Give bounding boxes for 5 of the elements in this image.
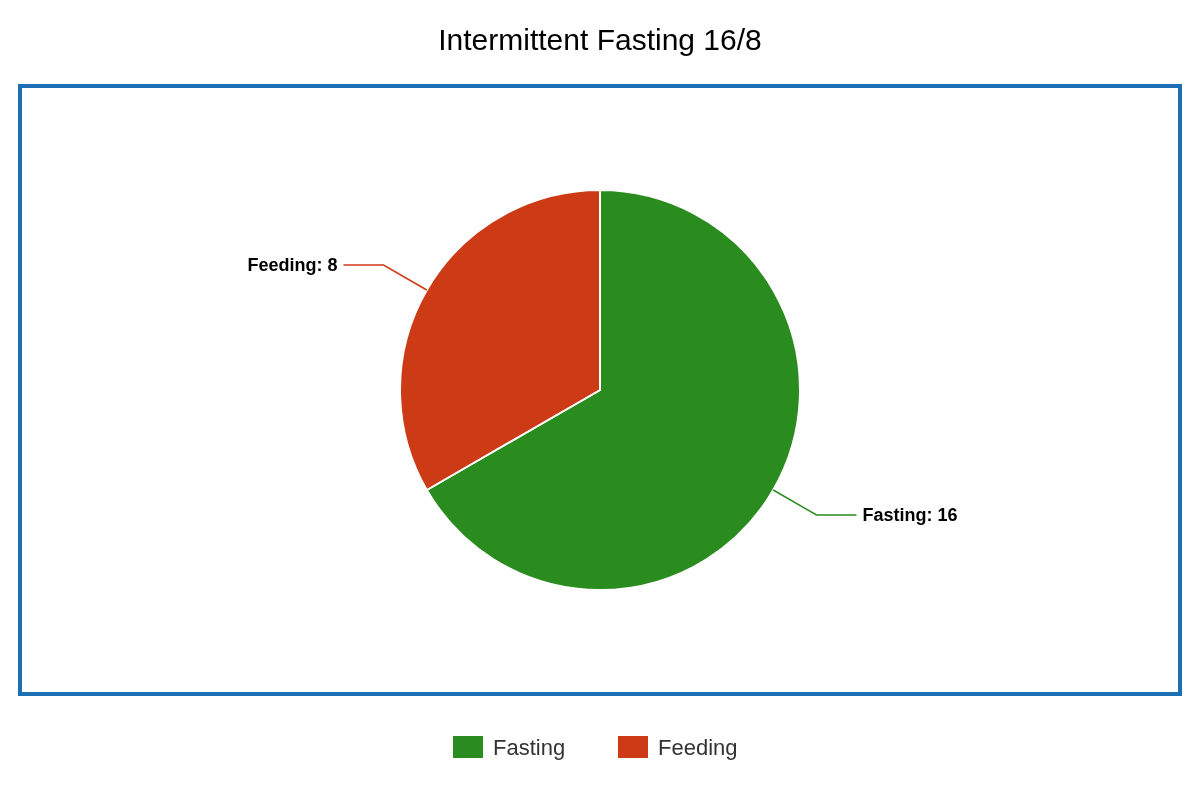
data-label: Fasting: 16: [862, 505, 958, 525]
legend-label: Feeding: [658, 735, 738, 760]
legend-label: Fasting: [493, 735, 566, 760]
chart-title: Intermittent Fasting 16/8: [438, 23, 762, 56]
data-label: Feeding: 8: [247, 255, 338, 275]
